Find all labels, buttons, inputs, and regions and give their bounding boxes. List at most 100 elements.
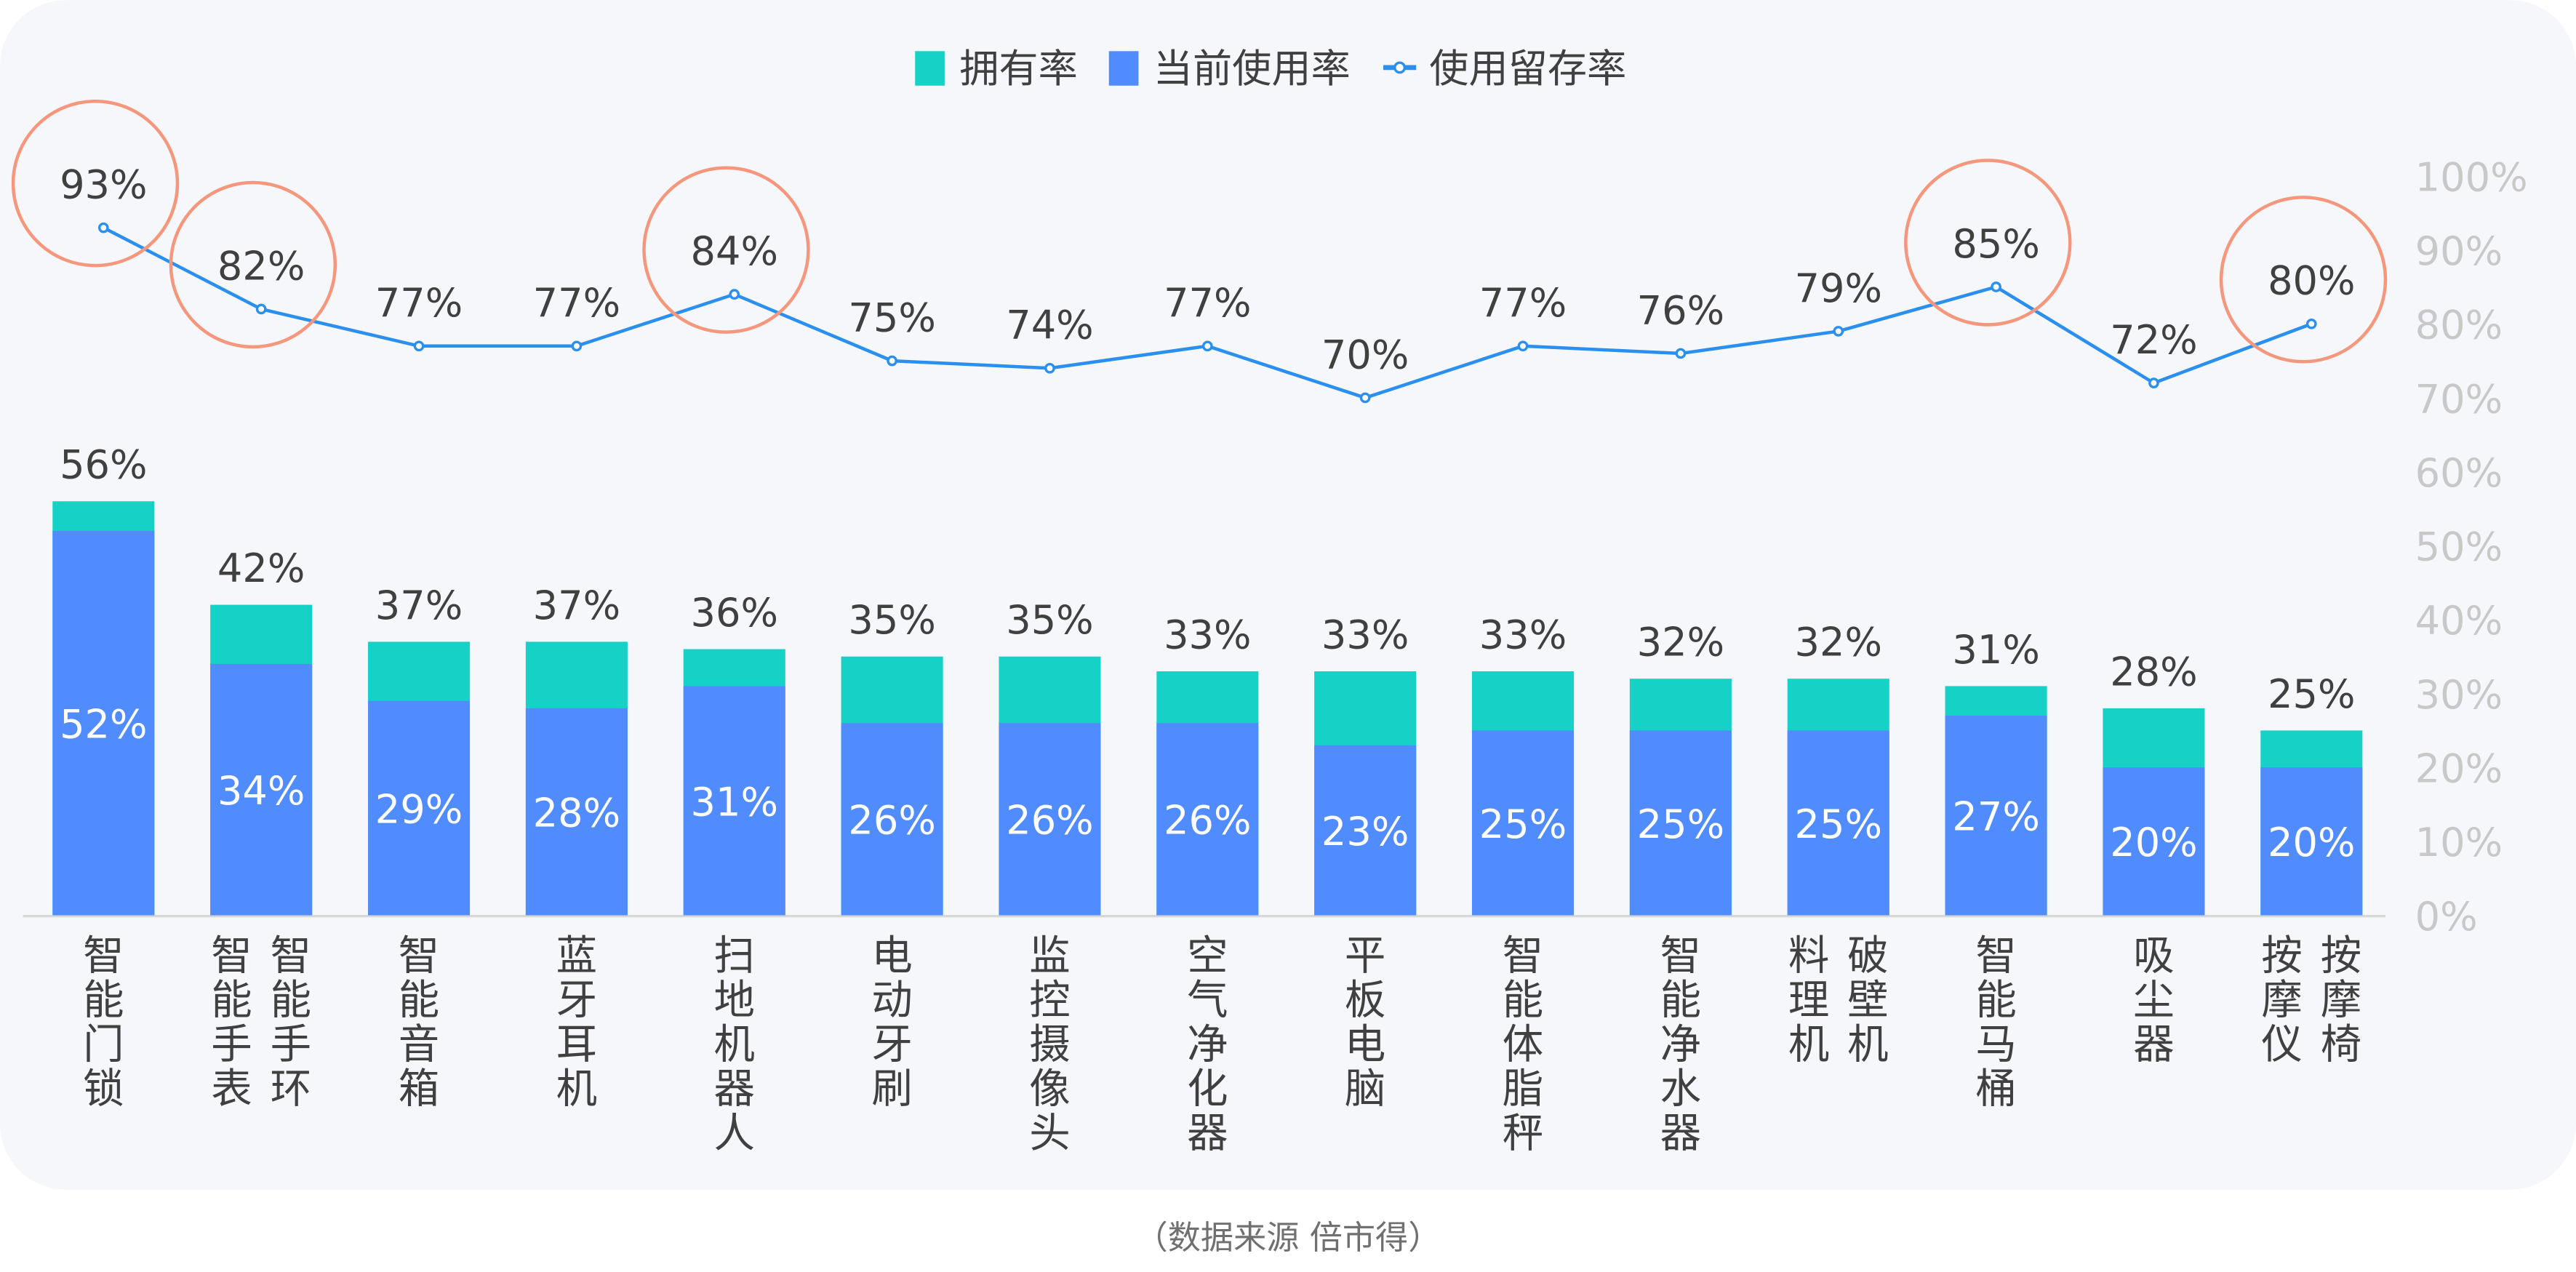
bar-current <box>683 686 785 916</box>
retention-point <box>97 222 109 233</box>
x-label-char: 能 <box>1975 977 2016 1024</box>
x-label-char: 壁 <box>1847 977 1888 1024</box>
bar-current <box>525 708 628 916</box>
x-label-char: 板 <box>1345 977 1385 1024</box>
highlight-circle <box>2219 196 2388 364</box>
y-tick-label: 30% <box>2415 672 2503 718</box>
retention-data-label: 77% <box>375 280 463 326</box>
retention-data-label: 85% <box>1952 221 2039 267</box>
x-label-char: 器 <box>714 1065 755 1113</box>
x-label-char: 能 <box>399 977 439 1024</box>
y-axis-right: 0% 10% 20% 30% 40% 50% 60% 70% 80% 90% 100% <box>2415 154 2528 940</box>
x-label-char: 机 <box>556 1065 597 1113</box>
x-label-char: 能 <box>83 977 124 1024</box>
highlight-circle <box>1904 159 2072 327</box>
legend-swatch-owned <box>915 51 945 86</box>
bar-current <box>999 723 1101 916</box>
current-data-label: 31% <box>690 779 777 825</box>
retention-point <box>571 340 583 352</box>
retention-data-label: 80% <box>2268 258 2355 304</box>
y-tick-label: 40% <box>2415 598 2503 644</box>
x-label-char: 空 <box>1187 932 1228 980</box>
x-label-char: 摩 <box>2261 977 2302 1024</box>
x-label-char: 仪 <box>2261 1021 2302 1068</box>
retention-data-label: 72% <box>2110 317 2197 363</box>
current-data-label: 26% <box>848 798 935 844</box>
x-label-char: 头 <box>1029 1110 1070 1157</box>
x-label-char: 能 <box>211 977 252 1024</box>
retention-data-label: 76% <box>1637 287 1724 333</box>
x-label-char: 料 <box>1788 932 1829 980</box>
bar-current <box>2260 767 2363 916</box>
x-label-char: 智 <box>1660 932 1701 980</box>
current-data-label: 25% <box>1637 801 1724 847</box>
retention-point <box>1675 348 1687 359</box>
retention-point <box>1359 392 1371 404</box>
current-data-label: 23% <box>1321 809 1409 855</box>
x-label-char: 平 <box>1345 932 1385 980</box>
x-label-char: 水 <box>1660 1065 1701 1113</box>
x-label-char: 破 <box>1847 932 1888 980</box>
x-label-char: 电 <box>1345 1021 1385 1068</box>
retention-data-label: 84% <box>690 228 777 274</box>
bar-current <box>368 700 471 916</box>
x-label-char: 地 <box>714 977 755 1024</box>
x-label-char: 摩 <box>2321 977 2361 1024</box>
source-note: （数据来源 倍市得） <box>1135 1218 1441 1257</box>
owned-data-label: 32% <box>1637 620 1724 665</box>
x-label-char: 人 <box>714 1110 755 1157</box>
owned-data-label: 33% <box>1164 612 1251 657</box>
bar-current <box>1472 730 1575 916</box>
retention-point <box>2148 377 2159 388</box>
y-tick-label: 0% <box>2415 894 2478 940</box>
owned-data-label: 37% <box>533 583 620 628</box>
owned-data-label: 42% <box>217 545 305 591</box>
y-tick-label: 80% <box>2415 303 2503 348</box>
x-label-char: 净 <box>1660 1021 1701 1068</box>
current-data-label: 20% <box>2110 820 2197 865</box>
x-label-char: 像 <box>1029 1065 1070 1113</box>
x-label-char: 表 <box>211 1065 252 1113</box>
x-label-char: 马 <box>1975 1021 2016 1068</box>
bars: 56% 52% 42% 34% 37% 29% 37% 28% 36% 31% 35% 26% 35% 2… <box>52 442 2363 916</box>
owned-data-label: 31% <box>1952 627 2039 673</box>
x-label-char: 智 <box>271 932 311 980</box>
y-tick-label: 50% <box>2415 524 2503 570</box>
highlight-circle <box>169 180 337 349</box>
owned-data-label: 32% <box>1794 620 1881 665</box>
owned-data-label: 35% <box>848 597 935 643</box>
retention-point <box>1991 281 2001 292</box>
bar-current <box>841 723 943 916</box>
x-label-char: 控 <box>1029 977 1070 1024</box>
retention-data-label: 70% <box>1321 332 1409 377</box>
legend-swatch-current <box>1108 51 1139 86</box>
x-label-char: 牙 <box>556 977 597 1024</box>
retention-point <box>1833 326 1844 337</box>
x-label-char: 器 <box>1187 1110 1228 1157</box>
x-label-char: 智 <box>1975 932 2016 980</box>
x-label-char: 牙 <box>871 1021 912 1068</box>
bar-current <box>1629 730 1732 916</box>
current-data-label: 26% <box>1006 798 1093 844</box>
x-label-char: 动 <box>871 977 912 1024</box>
current-data-label: 26% <box>1164 798 1251 844</box>
retention-point <box>2305 318 2317 329</box>
x-category-label: 吸尘器 <box>2133 932 2174 1068</box>
x-label-char: 手 <box>271 1021 311 1068</box>
x-label-char: 能 <box>1660 977 1701 1024</box>
x-label-char: 摄 <box>1029 1021 1070 1068</box>
highlight-circle <box>642 166 810 334</box>
legend: 拥有率 当前使用率 使用留存率 <box>915 46 1626 92</box>
x-label-char: 脂 <box>1503 1065 1543 1113</box>
retention-data-label: 77% <box>533 280 620 326</box>
x-label-char: 智 <box>211 932 252 980</box>
